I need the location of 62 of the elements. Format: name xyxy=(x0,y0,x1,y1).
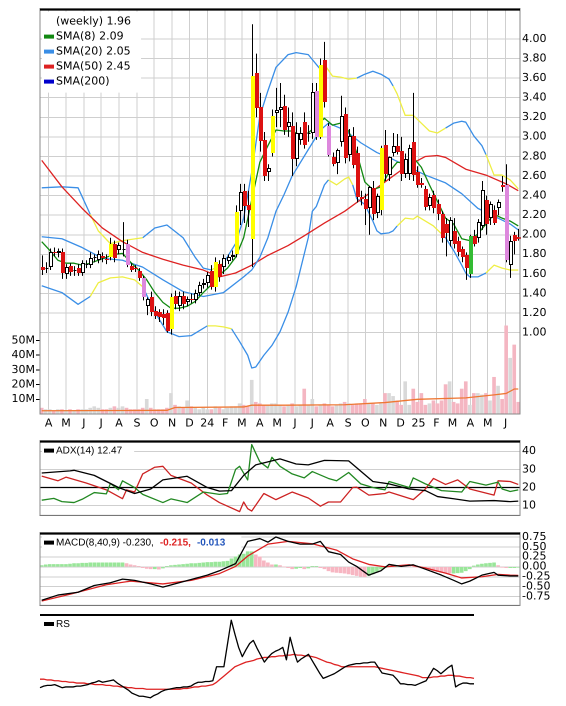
x-tick-label: O xyxy=(150,416,159,430)
x-tick-label: A xyxy=(326,416,334,430)
series-label: -0.013 xyxy=(196,537,226,548)
x-tick-label: S xyxy=(344,416,352,430)
y-tick-label: 2.00 xyxy=(522,228,546,241)
x-tick-label: M xyxy=(482,416,492,430)
y-tick-label: 1.60 xyxy=(522,266,546,280)
y-tick-label: 1.80 xyxy=(522,247,546,260)
x-tick-label: F xyxy=(222,416,228,430)
y-tick-label: 1.00 xyxy=(522,326,546,339)
x-tick-label: M xyxy=(448,416,458,430)
x-tick-label: S xyxy=(133,416,140,430)
y-tick-label: 3.00 xyxy=(522,130,546,143)
y-tick-label: 2.20 xyxy=(522,208,546,222)
legend-label: SMA(20) 2.05 xyxy=(56,44,131,58)
x-tick-label: A xyxy=(466,416,475,430)
legend-label: SMA(200) xyxy=(56,74,110,88)
y-tick-label: 20 xyxy=(522,480,536,494)
y2-tick-label: 10M xyxy=(12,392,35,406)
x-tick-label: J xyxy=(292,416,297,430)
y-tick-label: 40 xyxy=(522,444,536,458)
x-tick-label: F xyxy=(433,416,440,430)
y-tick-label: 3.20 xyxy=(522,110,546,124)
y2-tick-label: 20M xyxy=(12,377,35,390)
x-tick-label: 25 xyxy=(411,416,426,430)
x-tick-label: A xyxy=(256,416,264,430)
y2-tick-label: 30M xyxy=(12,362,35,376)
text: -0.215, xyxy=(160,537,192,548)
legend-label: ADX(14) 12.47 xyxy=(56,445,123,456)
x-tick-label: J xyxy=(310,416,314,430)
y2-tick-label: 50M xyxy=(12,333,35,346)
legend-label: SMA(8) 2.09 xyxy=(56,29,124,42)
y-tick-label: 1.40 xyxy=(522,286,546,300)
x-tick-label: J xyxy=(98,416,103,430)
y-tick-label: 2.60 xyxy=(522,168,546,182)
x-tick-label: M xyxy=(272,416,282,430)
y-tick-label: 10 xyxy=(522,498,536,512)
y-tick-label: 3.80 xyxy=(522,51,546,64)
y-tick-label: 4.00 xyxy=(522,32,546,45)
legend-label: SMA(50) 2.45 xyxy=(56,59,131,72)
x-tick-label: M xyxy=(61,416,71,430)
x-tick-label: O xyxy=(361,416,370,430)
x-tick-label: J xyxy=(81,416,86,430)
y-tick-label: 1.20 xyxy=(522,306,546,319)
legend-label: RS xyxy=(56,618,70,630)
y2-tick-label: 40M xyxy=(12,348,35,362)
x-tick-label: D xyxy=(396,416,405,430)
text: (weekly) 1.96 xyxy=(56,14,132,28)
x-tick-label: N xyxy=(168,416,176,430)
x-tick-label: N xyxy=(379,416,388,430)
x-tick-label: J xyxy=(502,416,508,430)
x-tick-label: A xyxy=(115,416,124,430)
y-tick-label: 3.60 xyxy=(522,70,546,84)
y-tick-label: 3.40 xyxy=(522,90,546,104)
x-tick-label: 24 xyxy=(200,416,214,430)
x-tick-label: A xyxy=(44,416,53,430)
y-tick-label: 2.80 xyxy=(522,149,546,162)
legend-label: MACD(8,40,9) -0.230, xyxy=(56,537,154,548)
x-tick-label: M xyxy=(237,416,247,430)
y-tick-label: 2.40 xyxy=(522,188,546,202)
x-tick-label: D xyxy=(185,416,194,430)
y-tick-label: 30 xyxy=(522,462,536,476)
